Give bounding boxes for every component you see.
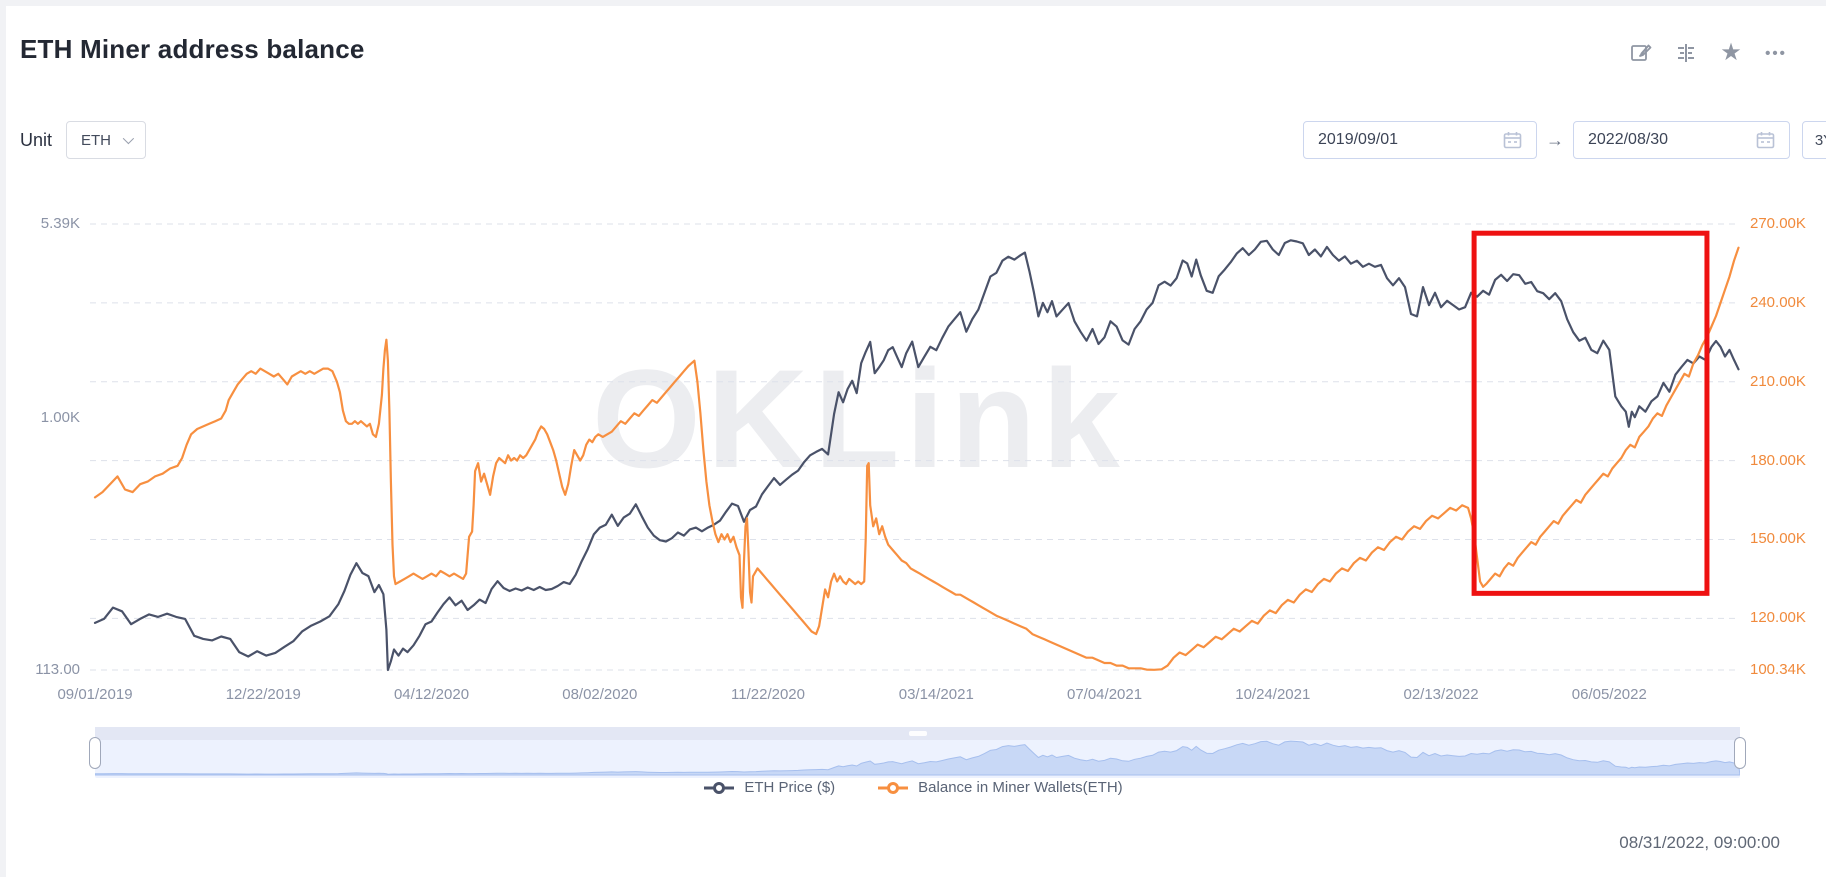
x-axis-tick: 12/22/2019 <box>225 686 301 703</box>
right-axis-tick: 150.00K <box>1750 530 1806 548</box>
x-axis-tick: 03/14/2021 <box>898 686 974 703</box>
x-axis-tick: 11/22/2020 <box>731 686 805 703</box>
data-timestamp: 08/31/2022, 09:00:00 <box>1619 833 1780 852</box>
left-axis-tick: 113.00 <box>35 661 80 678</box>
eth-price-line <box>93 239 1740 672</box>
right-axis-tick: 210.00K <box>1750 372 1806 390</box>
page-edge-top <box>0 0 1826 6</box>
header-icon-toolbar: ★ ••• <box>1630 39 1787 66</box>
range-3y-button[interactable]: 3Y <box>1802 121 1826 159</box>
left-axis-tick: 1.00K <box>40 409 80 427</box>
date-to-input[interactable]: 2022/08/30 <box>1573 121 1790 159</box>
miner-balance-line <box>93 246 1740 671</box>
calendar-icon <box>1503 131 1522 149</box>
date-to-value: 2022/08/30 <box>1588 131 1669 148</box>
x-axis-tick: 04/12/2020 <box>393 686 470 703</box>
brush-move-bar[interactable] <box>95 727 1740 740</box>
legend-marker-eth-price <box>704 781 735 794</box>
indicator-settings-icon[interactable] <box>1675 42 1697 64</box>
legend-marker-miner-balance <box>878 781 909 794</box>
highlight-annotation-box <box>1471 230 1710 596</box>
brush-move-grip[interactable] <box>908 731 927 736</box>
legend-label-miner-balance: Balance in Miner Wallets(ETH) <box>918 779 1123 796</box>
unit-selected-value: ETH <box>81 131 112 149</box>
legend-label-eth-price: ETH Price ($) <box>744 779 836 796</box>
date-range-arrow-icon: → <box>1546 129 1564 150</box>
legend-item-miner-balance[interactable]: Balance in Miner Wallets(ETH) <box>877 779 1123 796</box>
right-axis-tick: 120.00K <box>1750 609 1806 627</box>
datazoom-brush[interactable] <box>89 727 1746 778</box>
x-axis-tick: 10/24/2021 <box>1235 686 1311 703</box>
unit-label: Unit <box>20 129 53 150</box>
page-title: ETH Miner address balance <box>20 34 365 64</box>
x-axis-tick: 06/05/2022 <box>1571 686 1647 703</box>
x-axis-tick: 02/13/2022 <box>1403 686 1479 703</box>
date-range-controls: 2019/09/01 → 2022/08/30 <box>1303 121 1826 159</box>
left-axis-tick: 5.39K <box>40 215 80 232</box>
edit-icon[interactable] <box>1630 42 1652 64</box>
right-axis-tick: 180.00K <box>1750 451 1806 469</box>
x-axis-tick: 09/01/2019 <box>57 686 133 703</box>
chart-legend: ETH Price ($) Balance in Miner Wallets(E… <box>0 779 1826 796</box>
unit-select[interactable]: ETH <box>66 121 147 159</box>
x-axis-tick: 08/02/2020 <box>562 686 638 703</box>
oklink-watermark: OKLink <box>592 340 1126 497</box>
right-axis-tick: 270.00K <box>1750 215 1806 232</box>
date-from-value: 2019/09/01 <box>1318 131 1399 148</box>
brush-handle-left[interactable] <box>89 737 101 769</box>
x-axis-tick: 07/04/2021 <box>1066 686 1143 703</box>
brush-handle-right[interactable] <box>1734 737 1746 769</box>
favorite-star-icon[interactable]: ★ <box>1720 39 1742 66</box>
right-axis-tick: 100.34K <box>1750 661 1806 678</box>
page-edge-left <box>0 0 6 877</box>
right-axis-tick: 240.00K <box>1750 293 1806 311</box>
legend-item-eth-price[interactable]: ETH Price ($) <box>703 779 835 796</box>
brush-area-series <box>95 740 1740 776</box>
calendar-icon <box>1756 131 1775 149</box>
more-options-icon[interactable]: ••• <box>1765 44 1787 62</box>
brush-mini-chart <box>95 740 1740 776</box>
date-from-input[interactable]: 2019/09/01 <box>1303 121 1537 159</box>
unit-control-row: Unit ETH <box>20 121 147 159</box>
